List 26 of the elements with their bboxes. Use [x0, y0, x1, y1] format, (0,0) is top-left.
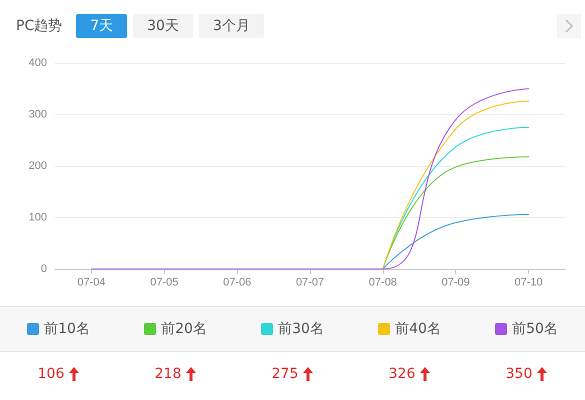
y-tick-label: 0	[40, 263, 47, 275]
text: 3个月	[198, 14, 264, 38]
legend-label: 前30名	[278, 320, 324, 338]
x-tick-label: 07-05	[150, 276, 178, 288]
text: 350	[506, 366, 532, 382]
x-tick-label: 07-10	[514, 276, 543, 288]
text: 7天	[76, 14, 128, 38]
text: 326	[388, 366, 416, 382]
x-tick-label: 07-09	[442, 276, 470, 288]
text: 30天	[133, 14, 193, 38]
text: 275	[272, 366, 298, 382]
x-tick-label: 07-04	[77, 276, 106, 288]
y-tick-label: 400	[28, 57, 47, 69]
y-tick-label: 300	[28, 108, 47, 120]
legend-label: 前50名	[512, 320, 558, 338]
text: 218	[154, 366, 182, 382]
chart-title: PC趋势	[16, 17, 62, 35]
x-tick-label: 07-07	[296, 276, 324, 288]
legend-label: 前40名	[395, 320, 441, 338]
y-tick-label: 100	[28, 212, 47, 224]
x-tick-label: 07-06	[223, 276, 252, 288]
legend-label: 前10名	[44, 320, 90, 338]
legend-label: 前20名	[161, 320, 207, 338]
y-tick-label: 200	[28, 160, 47, 172]
text: 106	[38, 366, 64, 382]
x-tick-label: 07-08	[368, 276, 397, 288]
